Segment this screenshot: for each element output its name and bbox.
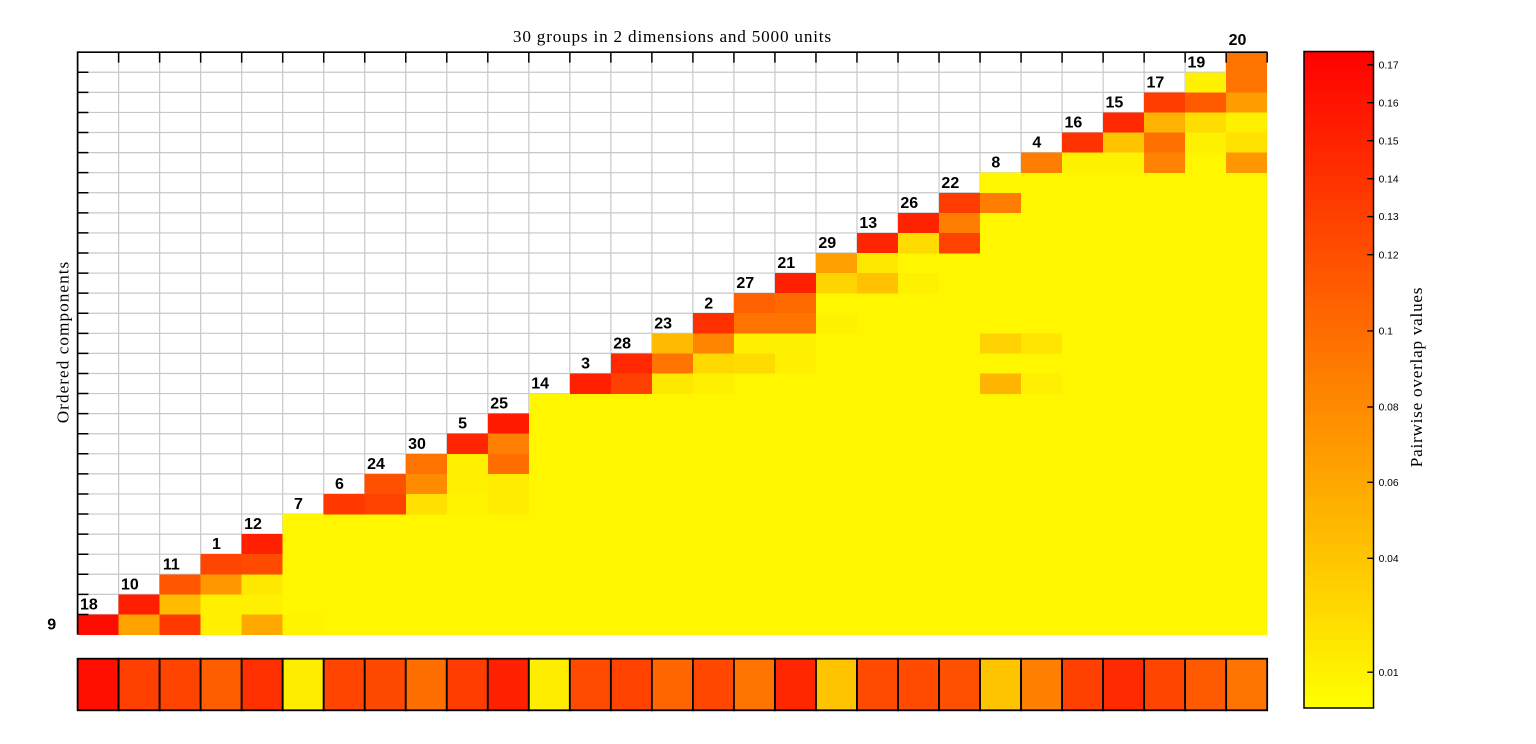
svg-text:16: 16 [1064, 115, 1082, 132]
svg-text:6: 6 [335, 476, 344, 493]
svg-text:0.1: 0.1 [1379, 327, 1394, 338]
svg-text:12: 12 [244, 516, 262, 533]
svg-text:9: 9 [47, 617, 56, 634]
svg-text:22: 22 [941, 175, 959, 192]
svg-text:3: 3 [581, 355, 590, 372]
svg-text:24: 24 [367, 456, 385, 473]
svg-text:0.04: 0.04 [1379, 554, 1399, 565]
svg-text:10: 10 [121, 576, 139, 593]
svg-text:21: 21 [777, 255, 795, 272]
svg-text:8: 8 [991, 155, 1000, 172]
svg-text:15: 15 [1106, 94, 1124, 111]
svg-text:23: 23 [654, 315, 672, 332]
svg-text:27: 27 [736, 275, 754, 292]
svg-text:0.06: 0.06 [1379, 478, 1399, 489]
svg-text:28: 28 [613, 335, 631, 352]
svg-text:0.01: 0.01 [1379, 668, 1399, 679]
svg-text:18: 18 [80, 596, 98, 613]
svg-text:4: 4 [1032, 135, 1041, 152]
svg-text:7: 7 [294, 496, 303, 513]
svg-text:0.17: 0.17 [1379, 60, 1399, 71]
svg-text:1: 1 [212, 536, 221, 553]
svg-text:26: 26 [900, 195, 918, 212]
svg-text:0.15: 0.15 [1379, 136, 1399, 147]
svg-text:14: 14 [531, 376, 549, 393]
svg-text:25: 25 [490, 396, 508, 413]
svg-text:5: 5 [458, 416, 467, 433]
svg-text:Ordered components: Ordered components [53, 261, 72, 424]
svg-text:19: 19 [1188, 54, 1206, 71]
svg-text:11: 11 [163, 556, 180, 573]
svg-text:2: 2 [704, 295, 713, 312]
svg-text:0.16: 0.16 [1379, 98, 1399, 109]
svg-text:13: 13 [859, 215, 877, 232]
svg-text:0.08: 0.08 [1379, 403, 1399, 414]
svg-text:0.13: 0.13 [1379, 212, 1399, 223]
svg-text:20: 20 [1229, 32, 1247, 49]
svg-text:29: 29 [818, 235, 836, 252]
svg-text:Pairwise overlap values: Pairwise overlap values [1407, 287, 1426, 467]
svg-text:30: 30 [408, 436, 426, 453]
svg-text:30 groups in 2 dimensions and: 30 groups in 2 dimensions and 5000 units [513, 27, 832, 46]
svg-text:17: 17 [1147, 74, 1165, 91]
svg-text:0.14: 0.14 [1379, 174, 1399, 185]
svg-text:0.12: 0.12 [1379, 250, 1399, 261]
